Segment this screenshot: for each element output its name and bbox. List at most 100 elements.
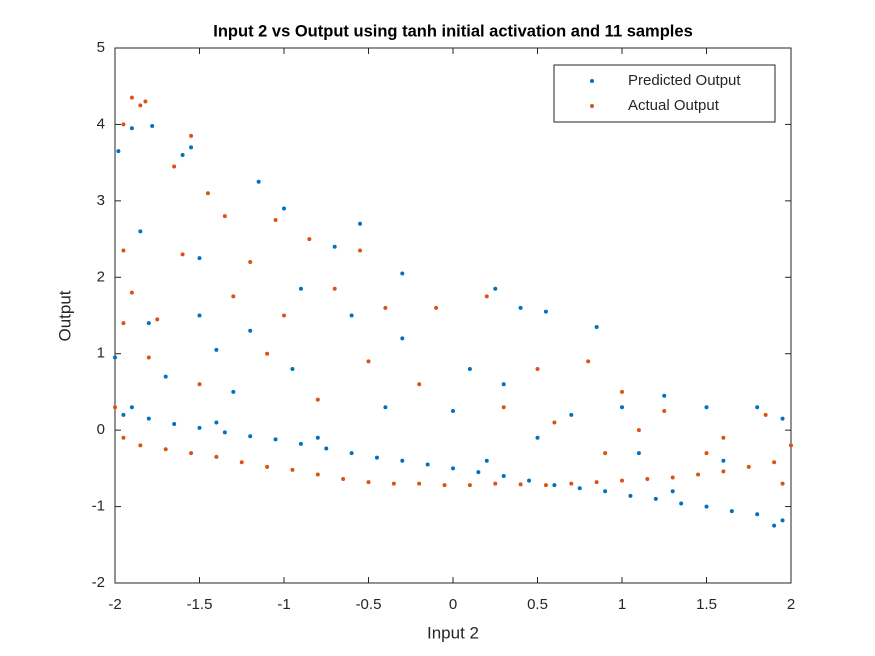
point bbox=[594, 324, 599, 329]
y-tick-label: 2 bbox=[97, 268, 105, 285]
x-tick-label: 1.5 bbox=[696, 596, 717, 613]
point bbox=[332, 286, 337, 291]
legend-label: Predicted Output bbox=[628, 72, 741, 89]
point bbox=[772, 460, 777, 465]
point bbox=[341, 477, 346, 482]
point bbox=[417, 481, 422, 486]
point bbox=[121, 248, 126, 253]
x-axis-label: Input 2 bbox=[427, 623, 479, 642]
point bbox=[569, 481, 574, 486]
point bbox=[425, 462, 430, 467]
point bbox=[290, 467, 295, 472]
point bbox=[121, 321, 126, 326]
point bbox=[670, 475, 675, 480]
point bbox=[780, 416, 785, 421]
point bbox=[222, 430, 227, 435]
point bbox=[138, 443, 143, 448]
point bbox=[150, 123, 155, 128]
point bbox=[129, 290, 134, 295]
point bbox=[755, 405, 760, 410]
point bbox=[189, 451, 194, 456]
point bbox=[467, 367, 472, 371]
point bbox=[729, 509, 734, 514]
y-axis-label: Output bbox=[55, 290, 74, 341]
point bbox=[484, 458, 489, 463]
point bbox=[780, 518, 785, 523]
point bbox=[493, 481, 498, 486]
point bbox=[434, 305, 439, 310]
point bbox=[527, 478, 532, 483]
point bbox=[476, 470, 481, 475]
point bbox=[552, 483, 557, 488]
point bbox=[265, 351, 270, 356]
point bbox=[577, 486, 582, 491]
point bbox=[501, 405, 506, 410]
point bbox=[163, 447, 168, 452]
point bbox=[366, 480, 371, 485]
point bbox=[163, 374, 168, 379]
point bbox=[501, 474, 506, 478]
point bbox=[780, 481, 785, 486]
point bbox=[129, 95, 134, 100]
point bbox=[467, 483, 472, 488]
point bbox=[501, 382, 506, 387]
point bbox=[197, 425, 202, 430]
point bbox=[628, 493, 633, 498]
point bbox=[789, 443, 793, 448]
point bbox=[400, 271, 405, 276]
point bbox=[214, 347, 219, 352]
y-tick-label: 3 bbox=[97, 192, 105, 209]
point bbox=[535, 435, 540, 440]
x-tick-label: 2 bbox=[787, 596, 795, 613]
point bbox=[248, 328, 253, 333]
point bbox=[417, 382, 422, 387]
x-tick-label: -1 bbox=[277, 596, 290, 613]
point bbox=[721, 435, 726, 440]
point bbox=[138, 103, 143, 108]
point bbox=[358, 248, 363, 253]
point bbox=[146, 355, 151, 360]
point bbox=[298, 286, 303, 291]
x-tick-label: -2 bbox=[108, 596, 121, 613]
point bbox=[484, 294, 489, 299]
point bbox=[451, 466, 455, 471]
point bbox=[172, 422, 177, 427]
x-tick-label: 1 bbox=[618, 596, 626, 613]
point bbox=[214, 420, 219, 425]
point bbox=[205, 191, 210, 196]
y-tick-label: 0 bbox=[97, 421, 105, 438]
legend-marker bbox=[590, 79, 594, 83]
point bbox=[704, 405, 709, 410]
point bbox=[315, 472, 320, 477]
point bbox=[552, 420, 557, 425]
y-tick-label: 4 bbox=[97, 115, 105, 132]
point bbox=[374, 455, 379, 460]
point bbox=[129, 405, 134, 410]
point bbox=[518, 482, 523, 487]
point bbox=[763, 412, 768, 417]
point bbox=[332, 244, 337, 249]
point bbox=[143, 99, 148, 104]
point bbox=[349, 451, 354, 456]
plot-area bbox=[114, 47, 792, 584]
point bbox=[645, 477, 650, 482]
point bbox=[231, 294, 236, 299]
point bbox=[451, 409, 455, 414]
point bbox=[239, 460, 244, 465]
point bbox=[653, 496, 658, 501]
point bbox=[670, 489, 675, 494]
point bbox=[197, 313, 202, 318]
point bbox=[315, 435, 320, 440]
point bbox=[391, 481, 396, 486]
point bbox=[189, 145, 194, 150]
point bbox=[256, 179, 261, 184]
point bbox=[620, 405, 624, 410]
point bbox=[273, 217, 278, 222]
point bbox=[721, 469, 726, 474]
y-tick-label: 1 bbox=[97, 345, 105, 362]
point bbox=[721, 458, 726, 463]
point bbox=[662, 393, 667, 398]
point bbox=[636, 451, 641, 456]
point bbox=[121, 435, 126, 440]
point bbox=[121, 412, 126, 417]
